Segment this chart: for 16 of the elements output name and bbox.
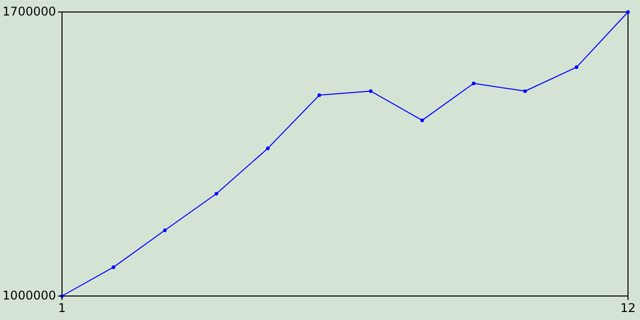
point: [214, 192, 218, 196]
line-series: [60, 10, 630, 298]
point: [523, 89, 527, 93]
x-tick-label: 1: [58, 301, 66, 315]
point: [112, 265, 116, 269]
point: [574, 65, 578, 69]
x-tick-label: 12: [620, 301, 636, 315]
y-tick-label: 1000000: [2, 288, 56, 302]
point: [626, 10, 630, 14]
point: [317, 93, 322, 97]
point: [266, 146, 270, 150]
point: [368, 89, 373, 93]
point: [472, 82, 476, 86]
y-tick-label: 1700000: [2, 4, 56, 18]
point: [420, 118, 424, 122]
point: [163, 228, 167, 232]
